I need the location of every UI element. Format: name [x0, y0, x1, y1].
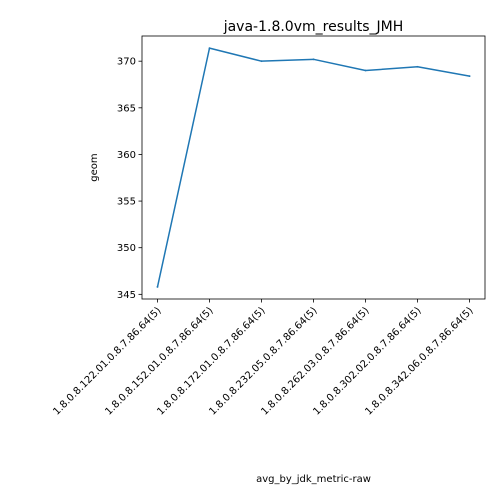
- y-tick-label-5: 370: [117, 57, 136, 68]
- y-tick-label-4: 365: [117, 103, 136, 114]
- data-point-0-5: [416, 65, 419, 68]
- plot-area-frame: [141, 35, 486, 300]
- x-axis-label: avg_by_jdk_metric-raw: [256, 474, 371, 485]
- y-tick-label-1: 350: [117, 243, 136, 254]
- chart-title: java-1.8.0vm_results_JMH: [223, 19, 404, 35]
- data-point-0-1: [208, 47, 211, 50]
- y-tick-label-2: 355: [117, 197, 136, 208]
- data-point-0-6: [468, 75, 471, 78]
- data-point-0-4: [364, 69, 367, 72]
- y-tick-label-0: 345: [117, 290, 136, 301]
- data-point-0-2: [260, 60, 263, 63]
- y-axis-label: geom: [89, 153, 100, 181]
- data-point-0-3: [312, 58, 315, 61]
- data-point-0-0: [156, 285, 159, 288]
- y-tick-label-3: 360: [117, 150, 136, 161]
